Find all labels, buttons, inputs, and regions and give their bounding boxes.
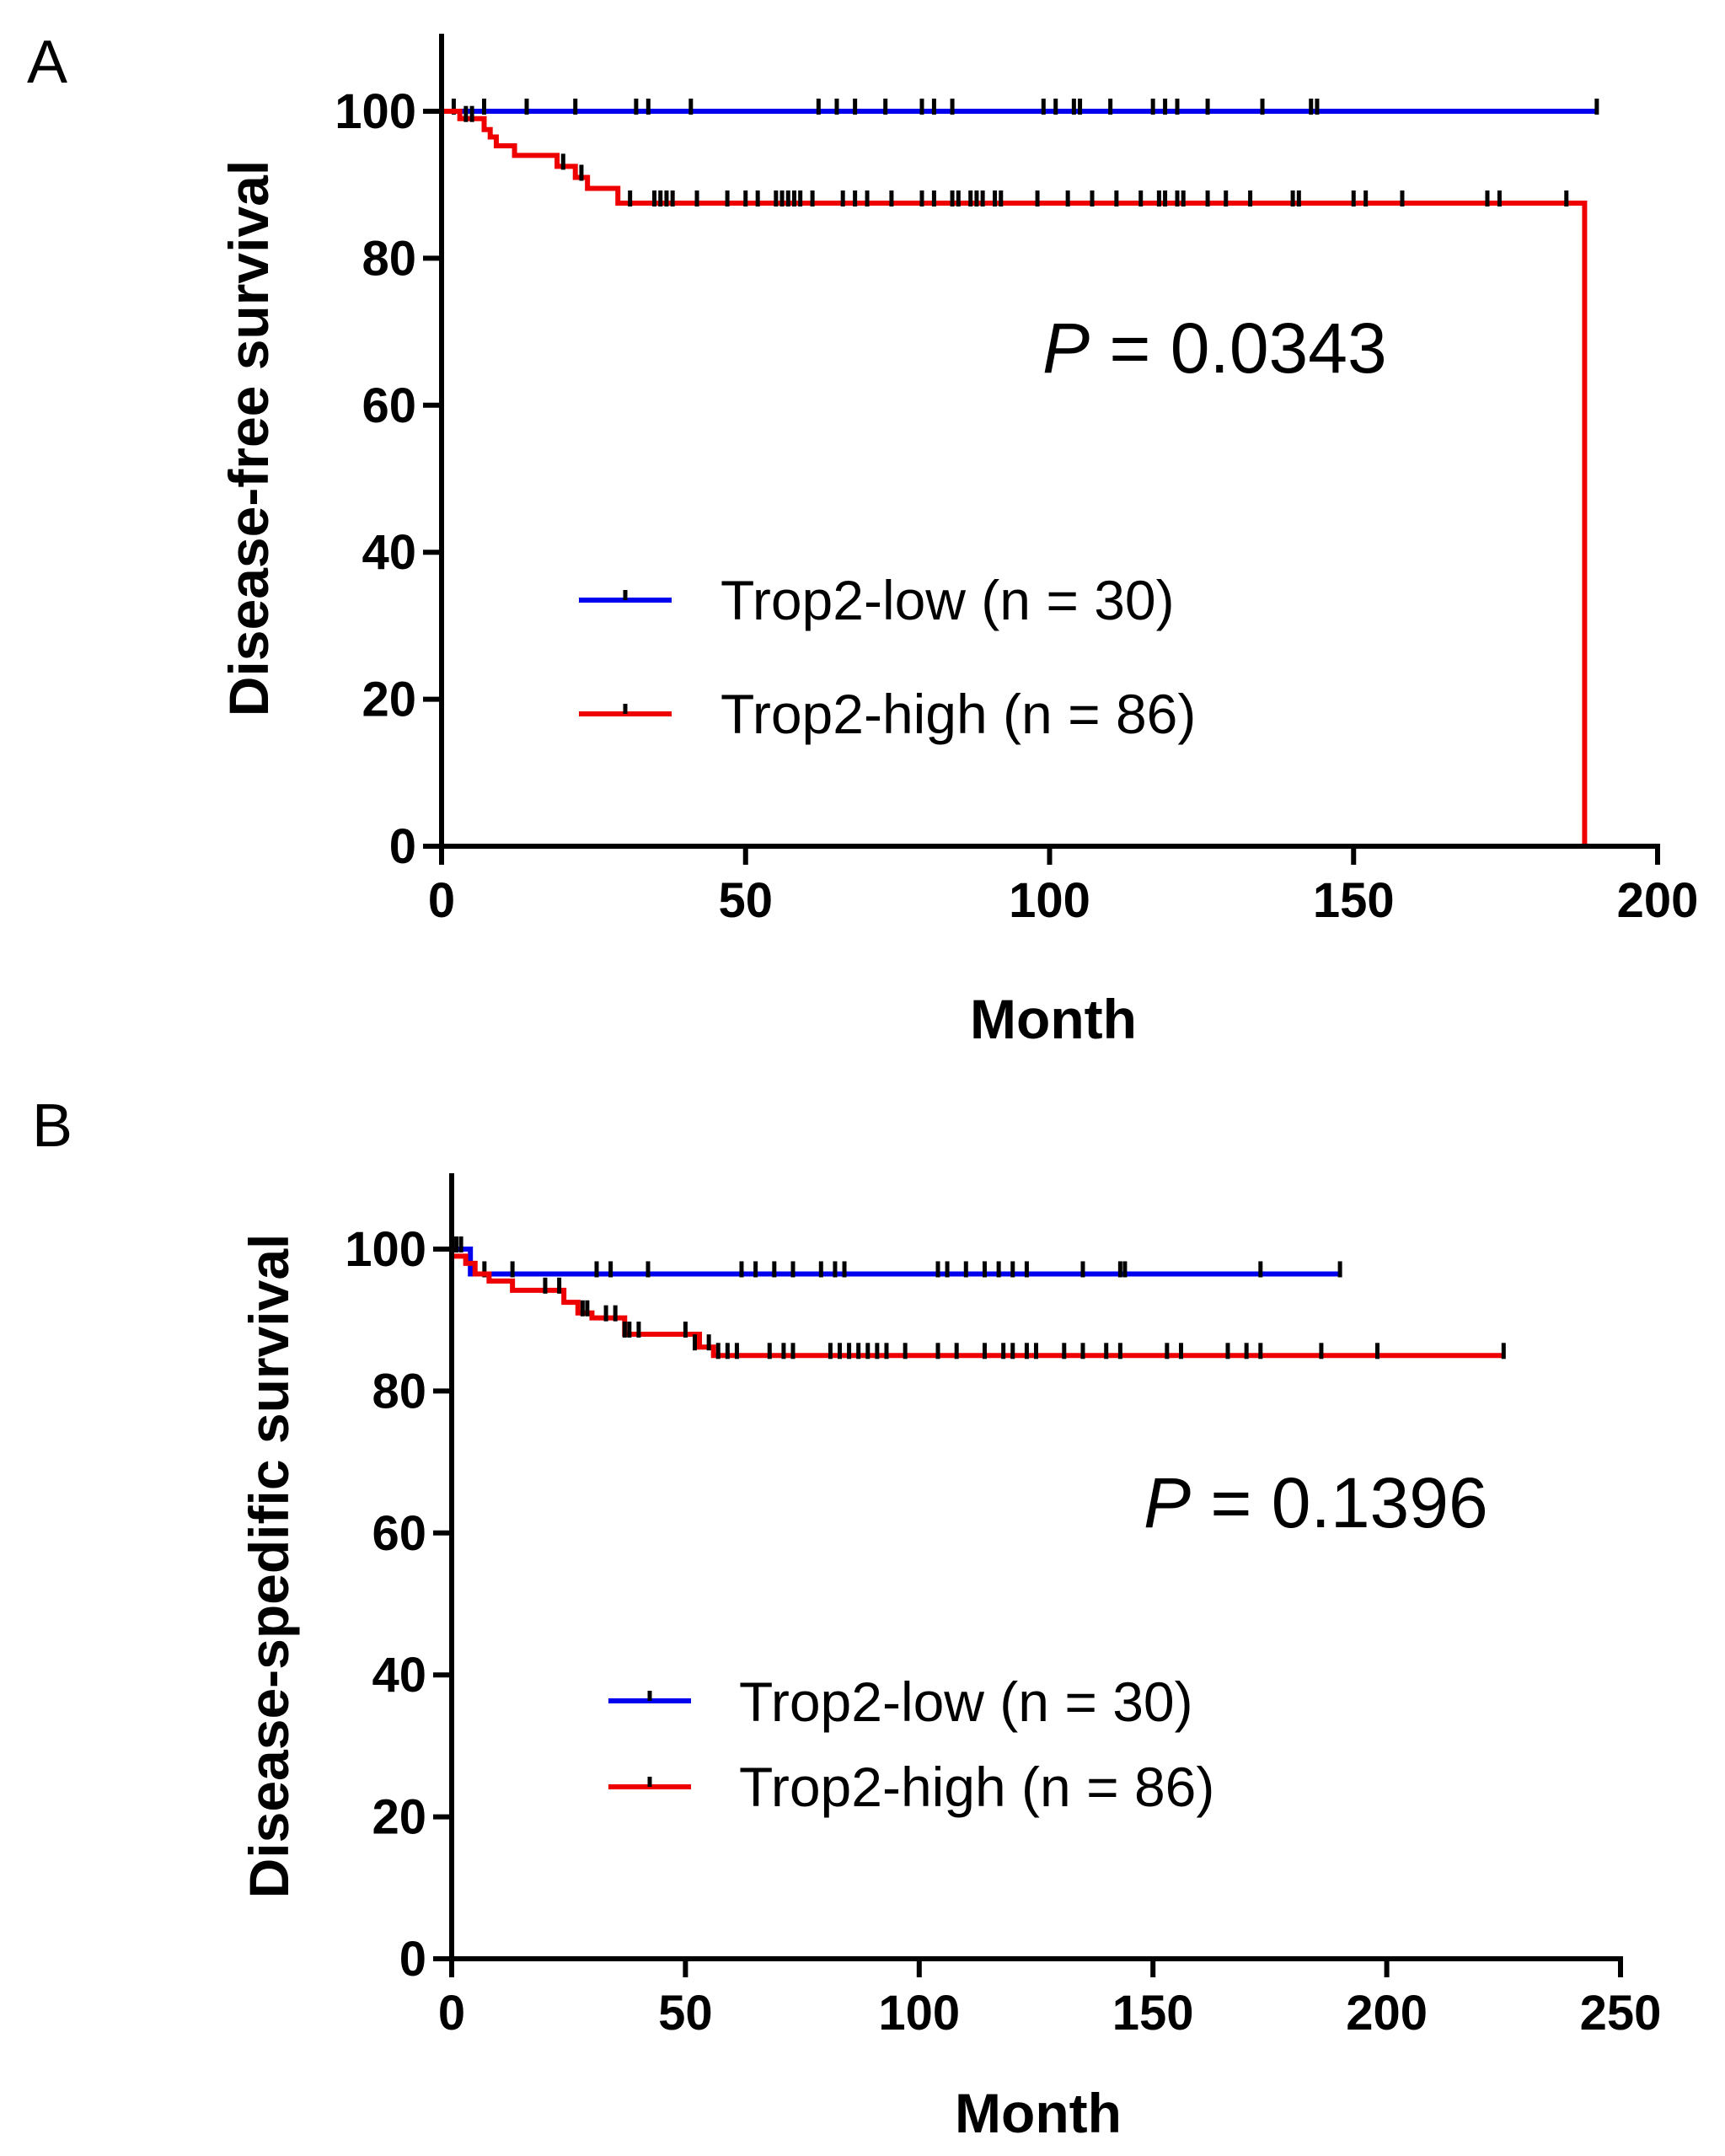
x-tick-label-a: 50 <box>718 873 773 928</box>
legend-item-high-b: Trop2-high (n = 86) <box>608 1756 1214 1818</box>
km-curve-trop2-high-b <box>452 1253 1504 1359</box>
legend-label-low-b: Trop2-low (n = 30) <box>739 1671 1193 1733</box>
p-symbol-b: P <box>1144 1463 1191 1542</box>
y-tick-label-a: 100 <box>335 84 416 139</box>
legend-label-high-a: Trop2-high (n = 86) <box>721 683 1196 745</box>
y-axis-title-a: Disease-free survival <box>217 160 280 716</box>
legend-a: Trop2-low (n = 30) Trop2-high (n = 86) <box>579 569 1196 745</box>
p-value-a: P = 0.0343 <box>1042 308 1387 388</box>
panel-b: B 0 50 100 150 200 250 0 20 40 60 80 100 Month Dise… <box>32 1092 1661 2144</box>
x-tick-label-a: 150 <box>1313 873 1395 928</box>
y-tick-label-b: 40 <box>372 1648 426 1703</box>
x-axis-title-a: Month <box>970 988 1137 1050</box>
legend-item-high-a: Trop2-high (n = 86) <box>579 683 1196 745</box>
legend-label-high-b: Trop2-high (n = 86) <box>739 1756 1214 1818</box>
legend-item-low-a: Trop2-low (n = 30) <box>579 569 1175 631</box>
legend-b: Trop2-low (n = 30) Trop2-high (n = 86) <box>608 1671 1214 1818</box>
y-tick-label-b: 20 <box>372 1790 426 1845</box>
x-tick-label-b: 0 <box>438 1986 465 2041</box>
y-tick-label-a: 20 <box>362 673 416 727</box>
x-tick-label-b: 100 <box>878 1986 960 2041</box>
axes-layer-b <box>449 1173 1623 1961</box>
x-tick-label-a: 0 <box>428 873 455 928</box>
y-tick-label-a: 80 <box>362 231 416 286</box>
km-curve-trop2-low-b <box>452 1247 1341 1277</box>
x-axis-title-b: Month <box>955 2082 1122 2144</box>
y-tick-label-a: 40 <box>362 525 416 580</box>
x-tick-label-b: 250 <box>1580 1986 1662 2041</box>
y-tick-label-b: 100 <box>345 1222 426 1277</box>
p-number-a: = 0.0343 <box>1090 308 1387 388</box>
ticks-layer-b: 0 50 100 150 200 250 0 20 40 60 80 100 <box>345 1222 1661 2041</box>
p-value-b: P = 0.1396 <box>1144 1463 1488 1542</box>
panel-letter-a: A <box>27 29 67 96</box>
p-number-b: = 0.1396 <box>1191 1463 1488 1542</box>
y-tick-label-b: 0 <box>399 1932 426 1987</box>
p-symbol-a: P <box>1042 308 1090 388</box>
y-tick-label-a: 60 <box>362 378 416 433</box>
legend-item-low-b: Trop2-low (n = 30) <box>608 1671 1193 1733</box>
y-tick-label-a: 0 <box>389 819 416 874</box>
series-layer-b <box>452 1236 1506 1360</box>
x-tick-label-b: 50 <box>658 1986 713 2041</box>
series-layer-a <box>442 99 1599 846</box>
ticks-layer-a: 0 50 100 150 200 0 20 40 60 80 100 <box>335 84 1698 928</box>
x-tick-label-b: 150 <box>1112 1986 1194 2041</box>
x-tick-label-a: 100 <box>1009 873 1090 928</box>
km-curve-trop2-high-a <box>442 109 1588 846</box>
panel-a: A 0 50 100 150 200 0 20 40 60 80 100 Month Disease… <box>27 29 1698 1050</box>
panel-letter-b: B <box>32 1092 72 1160</box>
x-tick-label-b: 200 <box>1346 1986 1428 2041</box>
y-axis-title-b: Disease-spedific survival <box>238 1234 300 1899</box>
y-tick-label-b: 60 <box>372 1506 426 1561</box>
x-tick-label-a: 200 <box>1617 873 1699 928</box>
y-tick-label-b: 80 <box>372 1364 426 1419</box>
legend-label-low-a: Trop2-low (n = 30) <box>721 569 1175 631</box>
